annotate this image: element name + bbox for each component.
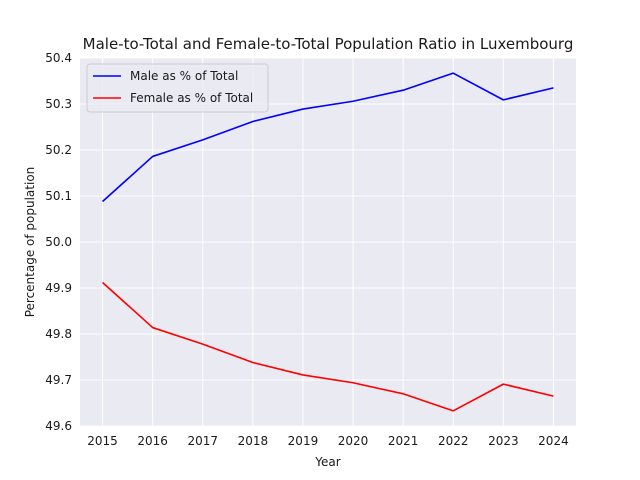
legend-label-male: Male as % of Total (130, 69, 238, 83)
y-tick-label: 49.7 (45, 373, 72, 387)
x-tick-label: 2021 (388, 434, 419, 448)
chart-title: Male-to-Total and Female-to-Total Popula… (83, 35, 574, 53)
x-tick-labels: 2015 2016 2017 2018 2019 2020 2021 2022 2023 2024 (87, 434, 568, 448)
x-tick-label: 2018 (238, 434, 269, 448)
y-tick-label: 50.2 (45, 143, 72, 157)
y-tick-labels: 49.6 49.7 49.8 49.9 50.0 50.1 50.2 50.3 50.4 (45, 51, 72, 433)
legend-frame (86, 63, 269, 113)
legend: Male as % of Total Female as % of Total (86, 63, 269, 113)
y-tick-label: 49.6 (45, 419, 72, 433)
y-tick-label: 49.9 (45, 281, 72, 295)
legend-label-female: Female as % of Total (130, 91, 253, 105)
series-line-male (102, 72, 554, 203)
y-tick-label: 49.8 (45, 327, 72, 341)
series-line-female (102, 281, 554, 412)
x-tick-label: 2017 (187, 434, 218, 448)
grid-lines (80, 57, 576, 427)
y-tick-label: 50.3 (45, 97, 72, 111)
x-tick-label: 2019 (288, 434, 319, 448)
x-tick-label: 2020 (338, 434, 369, 448)
x-axis-label: Year (314, 455, 340, 469)
y-tick-label: 50.4 (45, 51, 72, 65)
y-axis-label: Percentage of population (23, 167, 37, 318)
x-tick-label: 2023 (488, 434, 519, 448)
series-lines (102, 72, 554, 412)
y-tick-label: 50.0 (45, 235, 72, 249)
x-tick-label: 2024 (538, 434, 569, 448)
x-tick-label: 2015 (87, 434, 118, 448)
y-tick-label: 50.1 (45, 189, 72, 203)
x-tick-label: 2022 (438, 434, 469, 448)
x-tick-label: 2016 (137, 434, 168, 448)
